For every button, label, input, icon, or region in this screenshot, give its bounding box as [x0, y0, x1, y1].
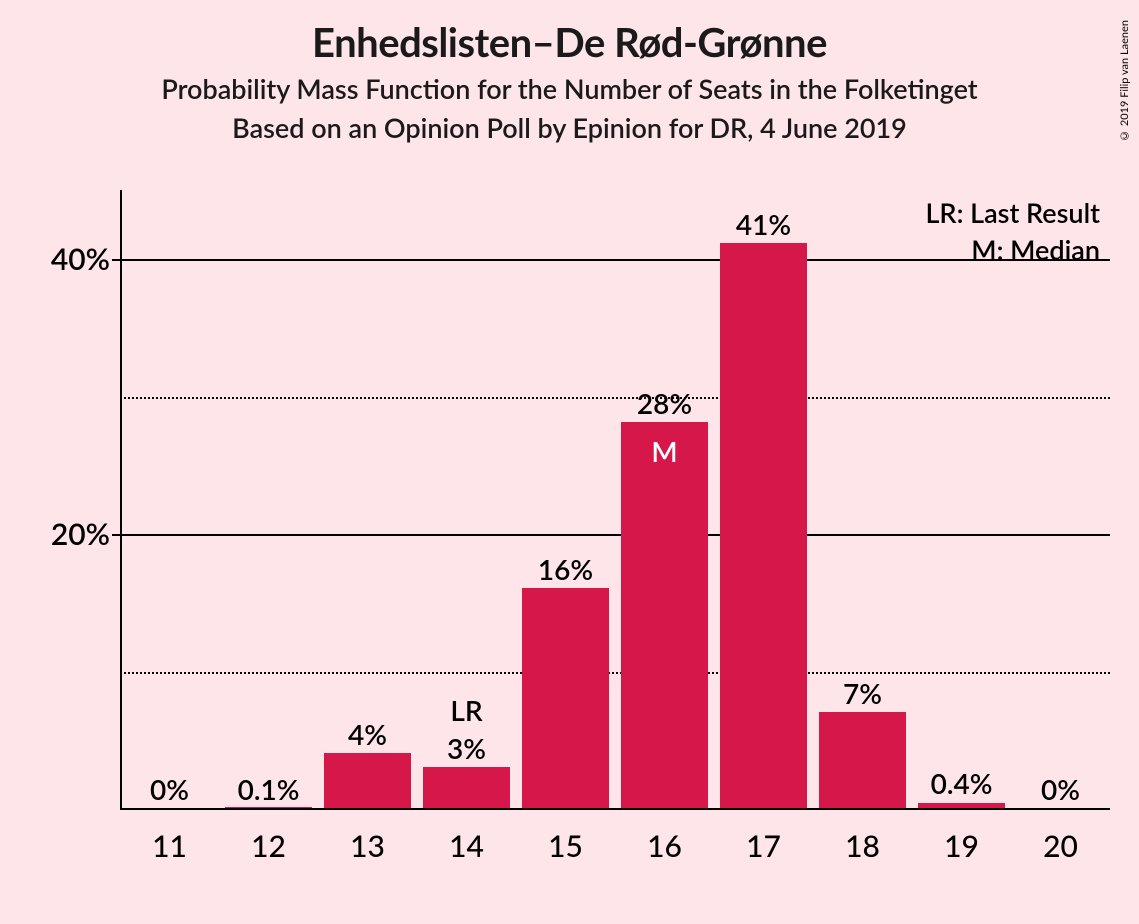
xtick-label-11: 11 — [152, 828, 187, 864]
legend-line-m: M: Median — [925, 233, 1100, 266]
chart-subtitle-2: Based on an Opinion Poll by Epinion for … — [0, 111, 1139, 144]
xtick-label-17: 17 — [746, 828, 781, 864]
bar-15 — [522, 588, 609, 808]
xtick-label-12: 12 — [251, 828, 286, 864]
xtick-label-20: 20 — [1043, 828, 1078, 864]
bar-value-12: 0.1% — [238, 772, 300, 806]
gridline-40 — [120, 259, 1110, 261]
bar-value-19: 0.4% — [931, 766, 993, 800]
xtick-label-18: 18 — [845, 828, 880, 864]
bar-value-20: 0% — [1041, 772, 1080, 806]
chart-subtitle-1: Probability Mass Function for the Number… — [0, 72, 1139, 105]
xtick-label-13: 13 — [350, 828, 385, 864]
copyright-text: © 2019 Filip van Laenen — [1118, 20, 1131, 142]
chart-plot-area: LR: Last Result M: Median 20%40%0%110.1%… — [120, 190, 1110, 810]
bar-value-15: 16% — [538, 552, 593, 586]
gridline-10 — [120, 672, 1110, 674]
xtick-label-16: 16 — [647, 828, 682, 864]
legend-line-lr: LR: Last Result — [925, 196, 1100, 229]
gridline-30 — [120, 397, 1110, 399]
gridline-20 — [120, 534, 1110, 536]
bar-18 — [819, 712, 906, 808]
xtick-label-15: 15 — [548, 828, 583, 864]
bar-17 — [720, 243, 807, 808]
bar-16 — [621, 422, 708, 808]
bar-value-14: 3% — [447, 731, 486, 765]
x-axis — [120, 808, 1110, 810]
chart-title: Enhedslisten–De Rød-Grønne — [0, 18, 1139, 66]
bar-19 — [918, 803, 1005, 809]
ytick-20 — [112, 534, 120, 536]
ytick-40 — [112, 259, 120, 261]
bar-marker-m: M — [651, 434, 677, 468]
bar-value-16: 28% — [637, 386, 692, 420]
bar-value-18: 7% — [843, 676, 882, 710]
bar-12 — [225, 807, 312, 808]
title-block: Enhedslisten–De Rød-Grønne Probability M… — [0, 0, 1139, 144]
y-axis — [120, 190, 122, 810]
bar-13 — [324, 753, 411, 808]
xtick-label-19: 19 — [944, 828, 979, 864]
bar-value-11: 0% — [150, 772, 189, 806]
ytick-label-40: 40% — [51, 241, 110, 277]
ytick-label-20: 20% — [51, 516, 110, 552]
xtick-label-14: 14 — [449, 828, 484, 864]
bar-value-13: 4% — [348, 717, 387, 751]
bar-marker-lr: LR — [450, 693, 482, 727]
bar-value-17: 41% — [736, 207, 791, 241]
bar-14 — [423, 767, 510, 808]
